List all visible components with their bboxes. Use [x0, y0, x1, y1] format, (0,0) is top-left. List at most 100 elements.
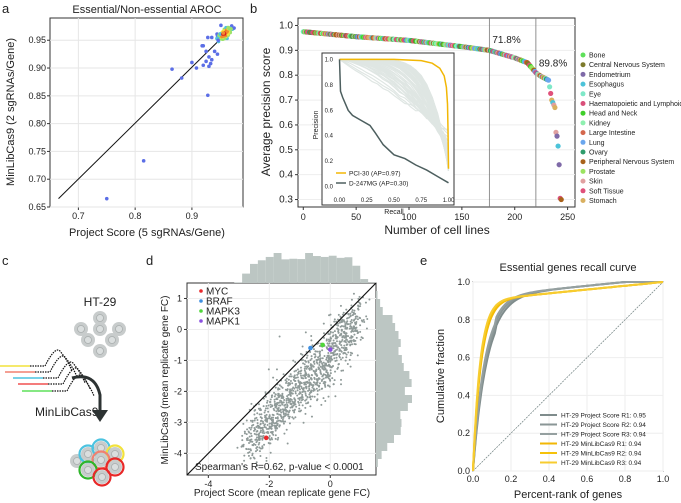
panel-d-ytick-label: -3 [174, 417, 182, 427]
panel-d-gene-point [278, 335, 281, 338]
panel-d-gene-point [273, 424, 276, 427]
panel-d-gene-point [364, 301, 367, 304]
panel-a-ytick-label: 0.65 [28, 202, 46, 212]
panel-b-ytick-label: 1.0 [279, 20, 293, 31]
panel-d-gene-point [245, 433, 248, 436]
cell-line-label: HT-29 [84, 295, 117, 309]
panel-e-random-diagonal [472, 281, 664, 472]
panel-d-gene-point [348, 358, 351, 361]
panel-d-gene-point [302, 386, 305, 389]
panel-d-gene-point [253, 457, 256, 460]
panel-e-xtick-label: 0.6 [581, 474, 594, 484]
panel-d-gene-point [321, 366, 324, 369]
panel-e-chart: Essential genes recall curve Percent-ran… [435, 262, 669, 501]
panel-d-gene-point [271, 430, 274, 433]
panel-d-gene-point [346, 362, 349, 365]
panel-d-gene-point [342, 325, 345, 328]
panel-d-gene-point [312, 387, 315, 390]
panel-d-gene-point [285, 428, 288, 431]
panel-a-point [170, 67, 174, 71]
panel-d-right-histogram-bar [376, 443, 388, 451]
panel-d-gene-point [297, 397, 300, 400]
panel-d-gene-point [333, 318, 336, 321]
panel-d-gene-point [268, 422, 271, 425]
panel-d-gene-point [329, 360, 332, 363]
panel-a-ytick-label: 0.75 [28, 146, 46, 156]
panel-d-gene-point [345, 308, 348, 311]
panel-a-ytick-label: 0.85 [28, 91, 46, 101]
panel-e-legend-label: HT-29 MinLibCas9 R3: 0.94 [561, 460, 642, 467]
panel-d-gene-point [287, 384, 290, 387]
panel-d-gene-point [329, 339, 332, 342]
panel-d-gene-point [277, 401, 280, 404]
panel-d-gene-point [308, 375, 311, 378]
panel-d-gene-point [284, 388, 287, 391]
panel-a-point [208, 61, 213, 66]
panel-e-legend-label: HT-29 MinLibCas9 R2: 0.94 [561, 451, 642, 458]
panel-d-gene-point [297, 371, 300, 374]
panel-d-gene-point [331, 358, 334, 361]
panel-d-top-histogram-bar [320, 256, 329, 283]
panel-d-gene-point [280, 401, 283, 404]
panel-d-gene-point [359, 324, 362, 327]
panel-d-gene-point [298, 388, 301, 391]
panel-d-gene-point [338, 342, 341, 345]
panel-d-gene-point [304, 331, 307, 334]
panel-d-gene-point [285, 382, 288, 385]
panel-b-threshold-label: 89.8% [539, 58, 567, 69]
panel-d-top-histogram-bar [328, 255, 337, 283]
panel-d-gene-point [303, 390, 306, 393]
panel-d-gene-point [306, 396, 309, 399]
panel-d-gene-point [275, 410, 278, 413]
panel-d-gene-point [236, 446, 239, 449]
panel-b-cell-line-point [558, 196, 564, 203]
panel-d-gene-point [322, 336, 325, 339]
panel-d-gene-point [331, 343, 334, 346]
panel-d-gene-point [249, 419, 252, 422]
panel-d-gene-point [294, 392, 297, 395]
panel-d-gene-point [365, 327, 368, 330]
panel-d-gene-point [354, 315, 357, 318]
panel-d-gene-point [362, 318, 365, 321]
panel-d-gene-point [346, 320, 349, 323]
panel-d-right-histogram-bar [376, 387, 405, 395]
legend-label-head-and-neck: Head and Neck [589, 111, 638, 118]
panel-d-gene-point [349, 344, 352, 347]
panel-d-gene-point [308, 383, 311, 386]
inset-series-line [339, 58, 450, 169]
panel-d-gene-point [255, 447, 258, 450]
panel-d-gene-point [247, 448, 250, 451]
panel-d-gene-point [255, 461, 258, 464]
panel-d-gene-point [345, 353, 348, 356]
panel-d-gene-point [308, 393, 311, 396]
panel-d-top-histogram-bar [250, 263, 258, 283]
panel-d-gene-point [340, 319, 343, 322]
panel-d-gene-point [305, 372, 308, 375]
inset-xtick-label: 0.50 [388, 198, 400, 204]
panel-d-gene-point [306, 381, 309, 384]
panel-d-gene-point [344, 323, 347, 326]
panel-d-gene-point [321, 378, 324, 381]
panel-d-gene-point [261, 445, 264, 448]
panel-d-gene-point [326, 364, 329, 367]
cell-nucleus [84, 450, 92, 458]
panel-d-gene-point [260, 419, 263, 422]
panel-d-gene-point [302, 374, 305, 377]
panel-d-gene-point [354, 343, 357, 346]
panel-label-a: a [2, 1, 10, 16]
panel-e-legend-label: HT-29 MinLibCas9 R1: 0.94 [561, 441, 642, 448]
panel-d-gene-point [281, 392, 284, 395]
panel-d-gene-point [277, 436, 280, 439]
panel-d-gene-point [341, 313, 344, 316]
legend-label-eye: Eye [589, 91, 601, 98]
panel-d-gene-point [288, 390, 291, 393]
panel-d-gene-point [250, 402, 253, 405]
panel-e-legend-label: HT-29 Project Score R3: 0.94 [561, 432, 646, 439]
panel-d-gene-point [304, 406, 307, 409]
panel-d-gene-point [357, 331, 360, 334]
panel-d-gene-point [343, 340, 346, 343]
panel-d-gene-point [289, 406, 292, 409]
panel-d-gene-point [350, 298, 353, 301]
panel-d-gene-point [338, 353, 341, 356]
panel-d-gene-point [332, 339, 335, 342]
